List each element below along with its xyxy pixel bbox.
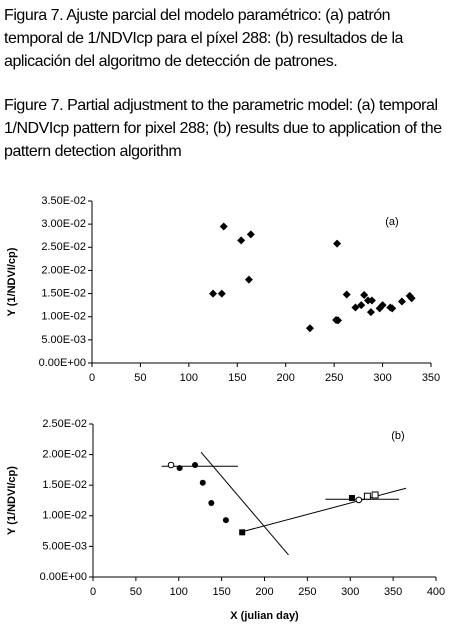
- y-tick-label: 0.00E+00: [40, 571, 87, 583]
- point: [342, 290, 351, 299]
- y-tick-label: 1.00E-02: [42, 510, 87, 522]
- x-tick-label: 100: [170, 586, 188, 598]
- y-tick-label: 0.00E+00: [39, 357, 86, 369]
- x-tick-label: 300: [373, 372, 391, 384]
- annotation: (a): [385, 216, 398, 228]
- caption-en: Figure 7. Partial adjustment to the para…: [4, 97, 442, 160]
- point: [348, 495, 355, 502]
- x-tick-label: 350: [422, 372, 440, 384]
- y-tick-label: 3.50E-02: [41, 195, 86, 207]
- x-tick-label: 200: [255, 586, 273, 598]
- y-axis-label: Y (1/NDVI/cp): [6, 247, 18, 316]
- point: [244, 275, 253, 284]
- y-tick-label: 2.00E-02: [42, 449, 87, 461]
- point: [199, 479, 206, 486]
- point: [355, 496, 363, 504]
- x-tick-label: 250: [325, 372, 343, 384]
- point: [378, 301, 387, 310]
- y-tick-label: 1.50E-02: [42, 479, 87, 491]
- x-tick-label: 400: [427, 586, 445, 598]
- point: [371, 491, 379, 499]
- caption-es: Figura 7. Ajuste parcial del modelo para…: [4, 7, 404, 70]
- point: [305, 324, 314, 333]
- x-tick-label: 0: [89, 372, 95, 384]
- x-tick-label: 150: [212, 586, 230, 598]
- x-tick-label: 100: [180, 372, 198, 384]
- point: [407, 294, 416, 303]
- x-tick-label: 250: [298, 586, 316, 598]
- x-axis-label: X (julian day): [230, 610, 299, 622]
- x-tick-label: 50: [134, 372, 146, 384]
- fit-line: [200, 451, 289, 556]
- point: [246, 230, 255, 239]
- y-tick-label: 2.50E-02: [42, 418, 87, 430]
- x-tick-label: 0: [90, 586, 96, 598]
- point: [334, 316, 343, 325]
- y-tick-label: 5.00E-03: [41, 334, 86, 346]
- x-tick-label: 350: [384, 586, 402, 598]
- point: [222, 517, 229, 524]
- annotation: (b): [391, 430, 404, 442]
- fit-line: [242, 487, 407, 533]
- point: [208, 499, 215, 506]
- point: [192, 462, 199, 469]
- x-tick-label: 50: [130, 586, 142, 598]
- point: [388, 304, 397, 313]
- point: [351, 303, 360, 312]
- x-tick-label: 150: [228, 372, 246, 384]
- y-tick-label: 1.50E-02: [41, 287, 86, 299]
- y-tick-label: 5.00E-03: [42, 540, 87, 552]
- point: [217, 289, 226, 298]
- point: [360, 290, 369, 299]
- point: [357, 301, 366, 310]
- y-tick-label: 1.00E-02: [41, 311, 86, 323]
- y-tick-label: 2.00E-02: [41, 264, 86, 276]
- point: [219, 222, 228, 231]
- point: [176, 465, 183, 472]
- point: [209, 289, 218, 298]
- point: [239, 529, 246, 536]
- point: [366, 308, 375, 317]
- point: [167, 461, 175, 469]
- point: [363, 492, 371, 500]
- point: [397, 297, 406, 306]
- y-tick-label: 2.50E-02: [41, 241, 86, 253]
- x-tick-label: 300: [341, 586, 359, 598]
- y-axis-label: Y (1/NDVI/cp): [6, 466, 18, 535]
- y-tick-label: 3.00E-02: [41, 218, 86, 230]
- point: [367, 296, 376, 305]
- x-tick-label: 200: [277, 372, 295, 384]
- point: [333, 239, 342, 248]
- point: [237, 236, 246, 245]
